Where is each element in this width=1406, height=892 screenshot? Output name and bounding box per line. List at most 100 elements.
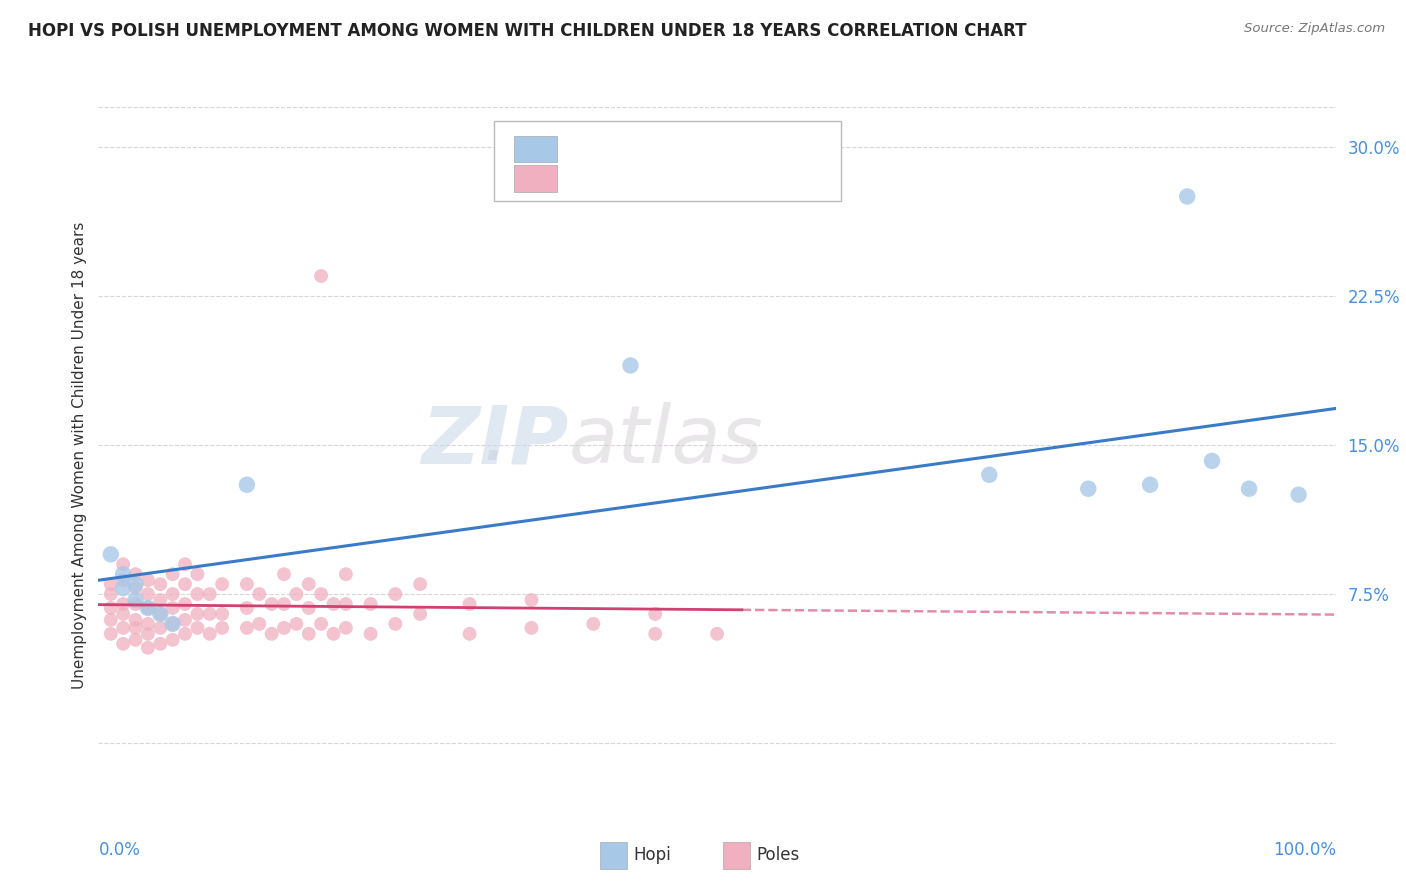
Point bbox=[174, 558, 197, 572]
Point bbox=[136, 640, 159, 655]
Point bbox=[174, 627, 197, 641]
Text: 100.0%: 100.0% bbox=[1272, 841, 1336, 859]
Point bbox=[112, 573, 135, 587]
Point bbox=[149, 607, 172, 621]
Text: 17: 17 bbox=[740, 140, 762, 158]
Point bbox=[149, 621, 172, 635]
Text: Poles: Poles bbox=[756, 846, 800, 864]
Text: 0.220: 0.220 bbox=[612, 169, 671, 187]
Point bbox=[100, 547, 122, 561]
Point bbox=[198, 607, 221, 621]
Point bbox=[1237, 482, 1260, 496]
Point bbox=[298, 627, 321, 641]
Point bbox=[298, 577, 321, 591]
Point bbox=[162, 632, 184, 647]
Point bbox=[112, 607, 135, 621]
Point bbox=[124, 577, 146, 591]
Point bbox=[1175, 189, 1198, 203]
Text: .: . bbox=[482, 399, 508, 476]
Point bbox=[273, 597, 295, 611]
Point bbox=[112, 558, 135, 572]
Point bbox=[520, 621, 543, 635]
Point bbox=[309, 587, 332, 601]
Point bbox=[706, 627, 728, 641]
Point bbox=[149, 593, 172, 607]
Point bbox=[458, 627, 481, 641]
Text: R=: R= bbox=[572, 169, 603, 187]
Point bbox=[458, 597, 481, 611]
Point bbox=[360, 627, 382, 641]
Bar bbox=[599, 842, 627, 869]
Point bbox=[136, 587, 159, 601]
Point bbox=[174, 577, 197, 591]
Point bbox=[186, 607, 208, 621]
Text: Hopi: Hopi bbox=[633, 846, 671, 864]
Point bbox=[409, 577, 432, 591]
Point bbox=[335, 597, 357, 611]
Point bbox=[149, 577, 172, 591]
Point bbox=[1139, 477, 1161, 491]
Point bbox=[174, 597, 197, 611]
Point bbox=[162, 616, 184, 631]
Point bbox=[112, 621, 135, 635]
Text: 76: 76 bbox=[740, 169, 762, 187]
Text: ZIP: ZIP bbox=[422, 402, 568, 480]
Point bbox=[136, 601, 159, 615]
Point bbox=[236, 477, 259, 491]
Point bbox=[309, 616, 332, 631]
Point bbox=[124, 597, 146, 611]
Point bbox=[384, 616, 406, 631]
Point bbox=[136, 573, 159, 587]
Text: 0.712: 0.712 bbox=[612, 140, 671, 158]
Point bbox=[136, 616, 159, 631]
Point bbox=[211, 577, 233, 591]
Point bbox=[100, 601, 122, 615]
Point bbox=[124, 632, 146, 647]
Point bbox=[124, 593, 146, 607]
Point bbox=[124, 621, 146, 635]
Bar bbox=[515, 165, 557, 192]
Point bbox=[1288, 488, 1310, 502]
Y-axis label: Unemployment Among Women with Children Under 18 years: Unemployment Among Women with Children U… bbox=[72, 221, 87, 689]
Point bbox=[124, 581, 146, 595]
Point bbox=[384, 587, 406, 601]
Point bbox=[112, 597, 135, 611]
Point bbox=[619, 359, 641, 373]
Point bbox=[211, 621, 233, 635]
Point bbox=[582, 616, 605, 631]
Point bbox=[247, 587, 270, 601]
Point bbox=[285, 587, 308, 601]
Point bbox=[124, 567, 146, 582]
Point bbox=[322, 627, 344, 641]
Point bbox=[644, 627, 666, 641]
Point bbox=[520, 593, 543, 607]
Point bbox=[1077, 482, 1099, 496]
Point bbox=[136, 627, 159, 641]
Point bbox=[112, 567, 135, 582]
Point bbox=[335, 621, 357, 635]
Point bbox=[100, 613, 122, 627]
Point bbox=[186, 567, 208, 582]
Point bbox=[285, 616, 308, 631]
Point bbox=[211, 607, 233, 621]
Point bbox=[298, 601, 321, 615]
Text: atlas: atlas bbox=[568, 402, 763, 480]
Point bbox=[186, 587, 208, 601]
Point bbox=[247, 616, 270, 631]
Point bbox=[149, 637, 172, 651]
Point bbox=[136, 601, 159, 615]
Point bbox=[112, 637, 135, 651]
Point bbox=[198, 627, 221, 641]
Point bbox=[260, 597, 283, 611]
Point bbox=[322, 597, 344, 611]
Text: N =: N = bbox=[678, 169, 725, 187]
Point bbox=[644, 607, 666, 621]
Text: HOPI VS POLISH UNEMPLOYMENT AMONG WOMEN WITH CHILDREN UNDER 18 YEARS CORRELATION: HOPI VS POLISH UNEMPLOYMENT AMONG WOMEN … bbox=[28, 22, 1026, 40]
Point bbox=[186, 621, 208, 635]
Text: 0.0%: 0.0% bbox=[98, 841, 141, 859]
Point bbox=[236, 577, 259, 591]
Bar bbox=[495, 121, 841, 201]
Point bbox=[309, 268, 332, 283]
Point bbox=[409, 607, 432, 621]
Point bbox=[273, 621, 295, 635]
